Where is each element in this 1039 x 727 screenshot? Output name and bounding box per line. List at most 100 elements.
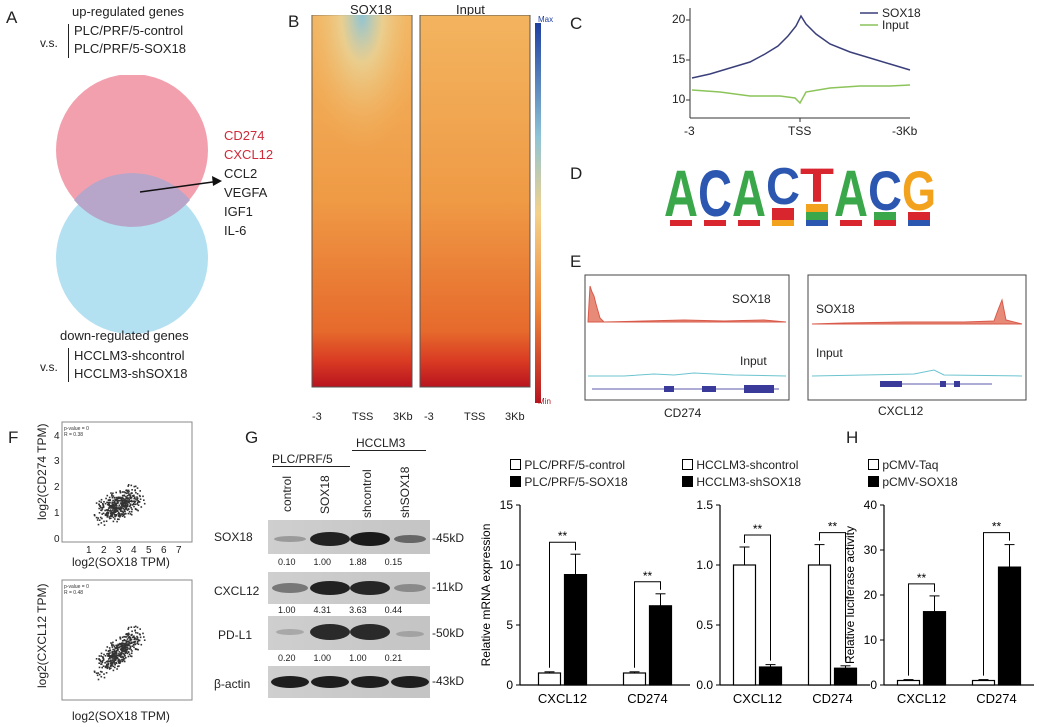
scatter-point [110,512,112,515]
scatter-point [134,625,137,628]
scatter-point [118,500,120,502]
bar [622,672,647,686]
scatter-point [93,514,96,516]
scatter-point [113,504,116,506]
scatter-point [108,650,110,652]
scatter-point [143,499,145,501]
scatter-point [111,514,114,516]
scatter-point [124,645,126,648]
scatter-point [120,509,122,511]
legend-plc-control: PLC/PRF/5-control [510,458,625,472]
scatter-point [107,652,109,655]
scatter-point [103,501,105,503]
scatter-point [103,653,105,656]
scatter-point [116,657,119,659]
bar [537,672,562,686]
profile-legend-sox18: SOX18 [882,6,921,20]
scatter-point [107,662,110,665]
scatter-point [100,501,102,503]
scatter-point [108,647,111,649]
quant-row-sox18: 0.10 1.00 1.88 0.15 [278,557,402,567]
scatter-point [125,503,127,506]
scatter-point [129,645,132,648]
bar-chart-plc: 0 5 10 15 Relative mRNA expression ** CXCL12 **… [479,498,690,706]
scatter-point [129,647,131,649]
scatter-point [110,513,113,516]
scatter-point [138,639,141,642]
scatter-point [122,505,125,507]
scatter-point [111,512,114,515]
legend-hcclm3-shsox18: HCCLM3-shSOX18 [682,475,801,489]
profile-line-sox18 [691,14,911,79]
scatter-point [114,498,116,501]
blot-row-pdl1: PD-L1 [218,628,253,642]
scatter-point [127,644,130,647]
scatter-point [105,497,107,500]
scatter-point [126,495,129,497]
scatter-point [109,660,112,662]
scatter-point [127,643,130,645]
scatter-point [113,511,115,513]
scatter2-r: R = 0.48 [64,590,83,596]
quant-sox18-lane1: 0.10 [278,557,296,567]
scatter-point [134,500,137,503]
down-comparison-line1: HCCLM3-shcontrol [74,348,185,363]
scatter-point [109,657,111,659]
blot-group-hcclm3: HCCLM3 [356,436,406,450]
scatter-point [128,653,131,656]
scatter-point [118,518,120,521]
scatter-point [106,503,109,506]
scatter-point [133,494,135,497]
scatter-point [120,650,123,652]
scatter-point [109,507,111,509]
scatter-point [125,639,127,642]
scatter-point [118,655,121,657]
scatter-point [114,662,116,664]
scatter-point [112,644,115,646]
scatter-point [125,647,127,650]
scatter-point [132,495,135,498]
scatter-point [98,512,101,514]
scatter-point [120,644,123,646]
gene-label-cxcl12: CXCL12 [878,404,924,418]
scatter-point [139,498,142,500]
scatter-point [110,492,112,494]
scatter-point [133,626,136,628]
scatter-point [119,491,122,493]
scatter-point [114,507,116,510]
bar [833,667,858,686]
scatter-point [106,501,108,504]
scatter-point [122,650,125,652]
scatter-point [102,504,104,506]
gene-ccl2: CCL2 [224,166,258,181]
category-label: CD274 [976,691,1016,706]
scatter-point [106,512,108,514]
scatter-point [130,626,133,628]
scatter1-ytick-2: 2 [54,482,60,493]
panel-label-g: G [245,428,259,447]
scatter-point [135,491,137,494]
scatter-point [110,505,112,507]
category-label: CXCL12 [897,691,946,706]
heatmap1-xtick-start: -3 [312,411,322,423]
scatter-point [118,507,121,510]
scatter-point [125,651,128,654]
scatter-point [98,673,101,676]
scatter-point [109,515,112,517]
scatter-point [139,628,141,630]
scatter-point [111,495,113,497]
motif-letter-1: A [664,156,698,230]
scatter-point [109,652,111,654]
scatter-point [136,493,139,495]
scatter-point [101,517,103,520]
significance-bracket [744,534,771,661]
scatter-point [123,501,125,503]
scatter-point [110,662,112,665]
scatter-point [97,672,99,674]
scatter-point [125,508,128,510]
scatter-point [134,503,137,506]
scatter-point [121,636,124,639]
scatter-point [120,656,123,658]
profile-xtick-end: -3Kb [892,124,918,138]
scatter-point [126,640,128,643]
